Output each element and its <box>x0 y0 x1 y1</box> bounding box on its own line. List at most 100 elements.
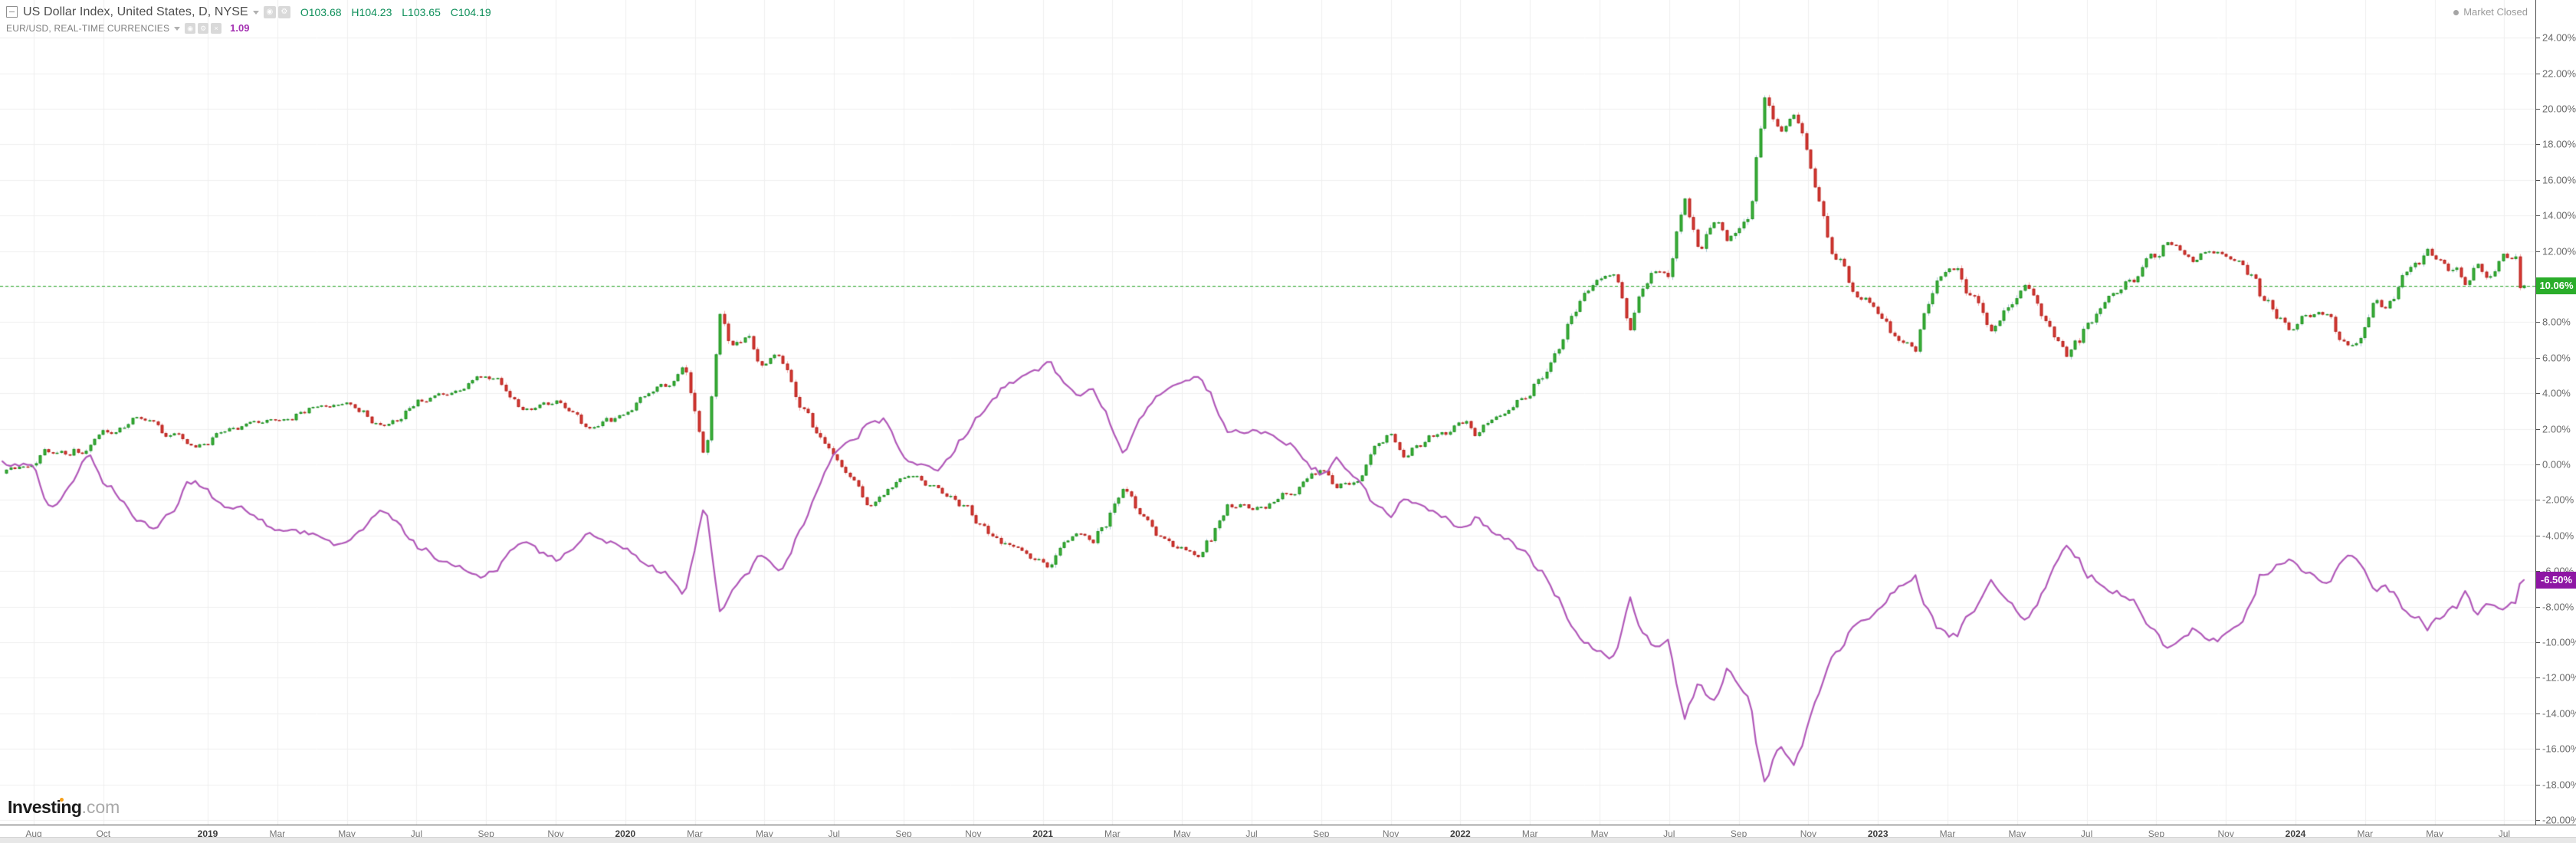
price-tick-label: 2.00% <box>2542 423 2571 435</box>
open-value: O103.68 <box>300 5 342 18</box>
time-tick-label: May <box>1173 828 1191 839</box>
high-value: H104.23 <box>351 5 392 18</box>
logo-orange-dot-icon <box>60 798 64 802</box>
price-tick-label: 18.00% <box>2542 138 2576 150</box>
time-tick-label: May <box>338 828 356 839</box>
time-tick-label: Jul <box>1245 828 1258 839</box>
price-tick-label: 12.00% <box>2542 245 2576 257</box>
time-tick-label: Jul <box>1663 828 1675 839</box>
eye-icon[interactable]: ◉ <box>263 5 276 18</box>
time-tick-label: Nov <box>547 828 564 839</box>
logo-brand-text: Investing <box>8 797 82 817</box>
price-tick-mark <box>2536 820 2540 821</box>
investing-logo: Investing .com <box>8 797 120 818</box>
price-tick-mark <box>2536 749 2540 750</box>
time-tick-label: May <box>756 828 773 839</box>
time-tick-label: Sep <box>1313 828 1330 839</box>
time-tick-label: May <box>2008 828 2026 839</box>
price-axis[interactable]: 24.00% 22.00% 20.00% 18.00% 16.00% 14.00% 12.0… <box>2535 0 2576 826</box>
logo-suffix-text: .com <box>81 797 120 817</box>
eur-current-price-label: -6.50% <box>2536 571 2576 589</box>
gear-icon[interactable]: ⚙ <box>277 5 290 18</box>
low-value: L103.65 <box>402 5 441 18</box>
price-tick-label: -12.00% <box>2542 671 2576 684</box>
status-dot-icon <box>2453 10 2460 16</box>
ohlc-values: O103.68 H104.23 L103.65 C104.19 <box>300 6 498 18</box>
time-tick-label: Mar <box>687 828 703 839</box>
price-tick-mark <box>2536 785 2540 786</box>
price-tick-mark <box>2536 429 2540 430</box>
time-tick-label: Nov <box>2217 828 2234 839</box>
time-tick-label: Nov <box>1382 828 1400 839</box>
time-tick-label: 2023 <box>1867 828 1889 839</box>
compare-symbol-value: 1.09 <box>230 22 250 34</box>
price-tick-label: -4.00% <box>2542 530 2574 542</box>
price-tick-mark <box>2536 713 2540 714</box>
time-tick-label: Mar <box>2357 828 2374 839</box>
price-tick-label: 24.00% <box>2542 31 2576 44</box>
price-tick-label: 0.00% <box>2542 458 2571 471</box>
time-tick-label: Oct <box>96 828 111 839</box>
close-value: C104.19 <box>450 5 491 18</box>
price-tick-mark <box>2536 109 2540 110</box>
main-symbol-title[interactable]: US Dollar Index, United States, D, NYSE <box>23 5 248 18</box>
time-tick-label: May <box>1590 828 1609 839</box>
time-tick-label: Mar <box>269 828 286 839</box>
price-tick-mark <box>2536 607 2540 608</box>
price-tick-mark <box>2536 215 2540 216</box>
eye-icon[interactable]: ◉ <box>185 22 196 34</box>
gear-icon[interactable]: ⚙ <box>198 22 209 34</box>
market-status: Market Closed <box>2453 6 2528 18</box>
time-tick-label: Jul <box>410 828 423 839</box>
time-tick-label: 2020 <box>615 828 636 839</box>
time-tick-label: Nov <box>1800 828 1817 839</box>
time-tick-label: 2024 <box>2285 828 2306 839</box>
compare-symbol-title[interactable]: EUR/USD, REAL-TIME CURRENCIES <box>6 22 170 34</box>
time-tick-label: Jul <box>828 828 840 839</box>
price-tick-label: 4.00% <box>2542 387 2571 399</box>
price-tick-label: -20.00% <box>2542 814 2576 826</box>
price-tick-label: 22.00% <box>2542 67 2576 80</box>
time-tick-label: 2022 <box>1450 828 1471 839</box>
price-tick-label: -16.00% <box>2542 743 2576 755</box>
price-tick-label: -8.00% <box>2542 601 2574 613</box>
bottom-scroll-track[interactable] <box>0 837 2576 843</box>
close-icon[interactable]: × <box>211 22 222 34</box>
price-tick-label: -10.00% <box>2542 636 2576 648</box>
price-tick-label: -2.00% <box>2542 494 2574 506</box>
price-tick-label: 8.00% <box>2542 316 2571 328</box>
price-tick-mark <box>2536 180 2540 181</box>
price-tick-label: 20.00% <box>2542 103 2576 115</box>
price-tick-mark <box>2536 571 2540 572</box>
chevron-down-icon[interactable] <box>174 27 181 31</box>
main-symbol-row[interactable]: US Dollar Index, United States, D, NYSE … <box>6 4 498 20</box>
price-tick-label: 16.00% <box>2542 174 2576 186</box>
time-tick-label: 2021 <box>1032 828 1053 839</box>
time-tick-label: Jul <box>2080 828 2093 839</box>
collapse-icon[interactable] <box>6 6 18 18</box>
chevron-down-icon[interactable] <box>252 11 259 15</box>
price-tick-label: 14.00% <box>2542 209 2576 221</box>
price-tick-label: 6.00% <box>2542 352 2571 364</box>
price-tick-mark <box>2536 251 2540 252</box>
time-tick-label: Mar <box>1521 828 1538 839</box>
price-chart-canvas[interactable] <box>0 0 2535 825</box>
price-tick-mark <box>2536 358 2540 359</box>
price-tick-mark <box>2536 144 2540 145</box>
time-tick-label: 2019 <box>197 828 218 839</box>
time-tick-label: Sep <box>2148 828 2165 839</box>
price-tick-mark <box>2536 677 2540 678</box>
time-tick-label: May <box>2426 828 2443 839</box>
time-tick-label: Jul <box>2498 828 2511 839</box>
compare-symbol-row[interactable]: EUR/USD, REAL-TIME CURRENCIES ◉ ⚙ × 1.09 <box>6 20 498 36</box>
price-tick-mark <box>2536 464 2540 465</box>
price-tick-mark <box>2536 322 2540 323</box>
market-status-text: Market Closed <box>2463 6 2528 18</box>
price-tick-mark <box>2536 393 2540 394</box>
time-tick-label: Aug <box>25 828 42 839</box>
price-tick-label: -14.00% <box>2542 707 2576 720</box>
usd-current-price-label: 10.06% <box>2536 277 2576 294</box>
time-tick-label: Sep <box>477 828 494 839</box>
time-tick-label: Nov <box>965 828 982 839</box>
